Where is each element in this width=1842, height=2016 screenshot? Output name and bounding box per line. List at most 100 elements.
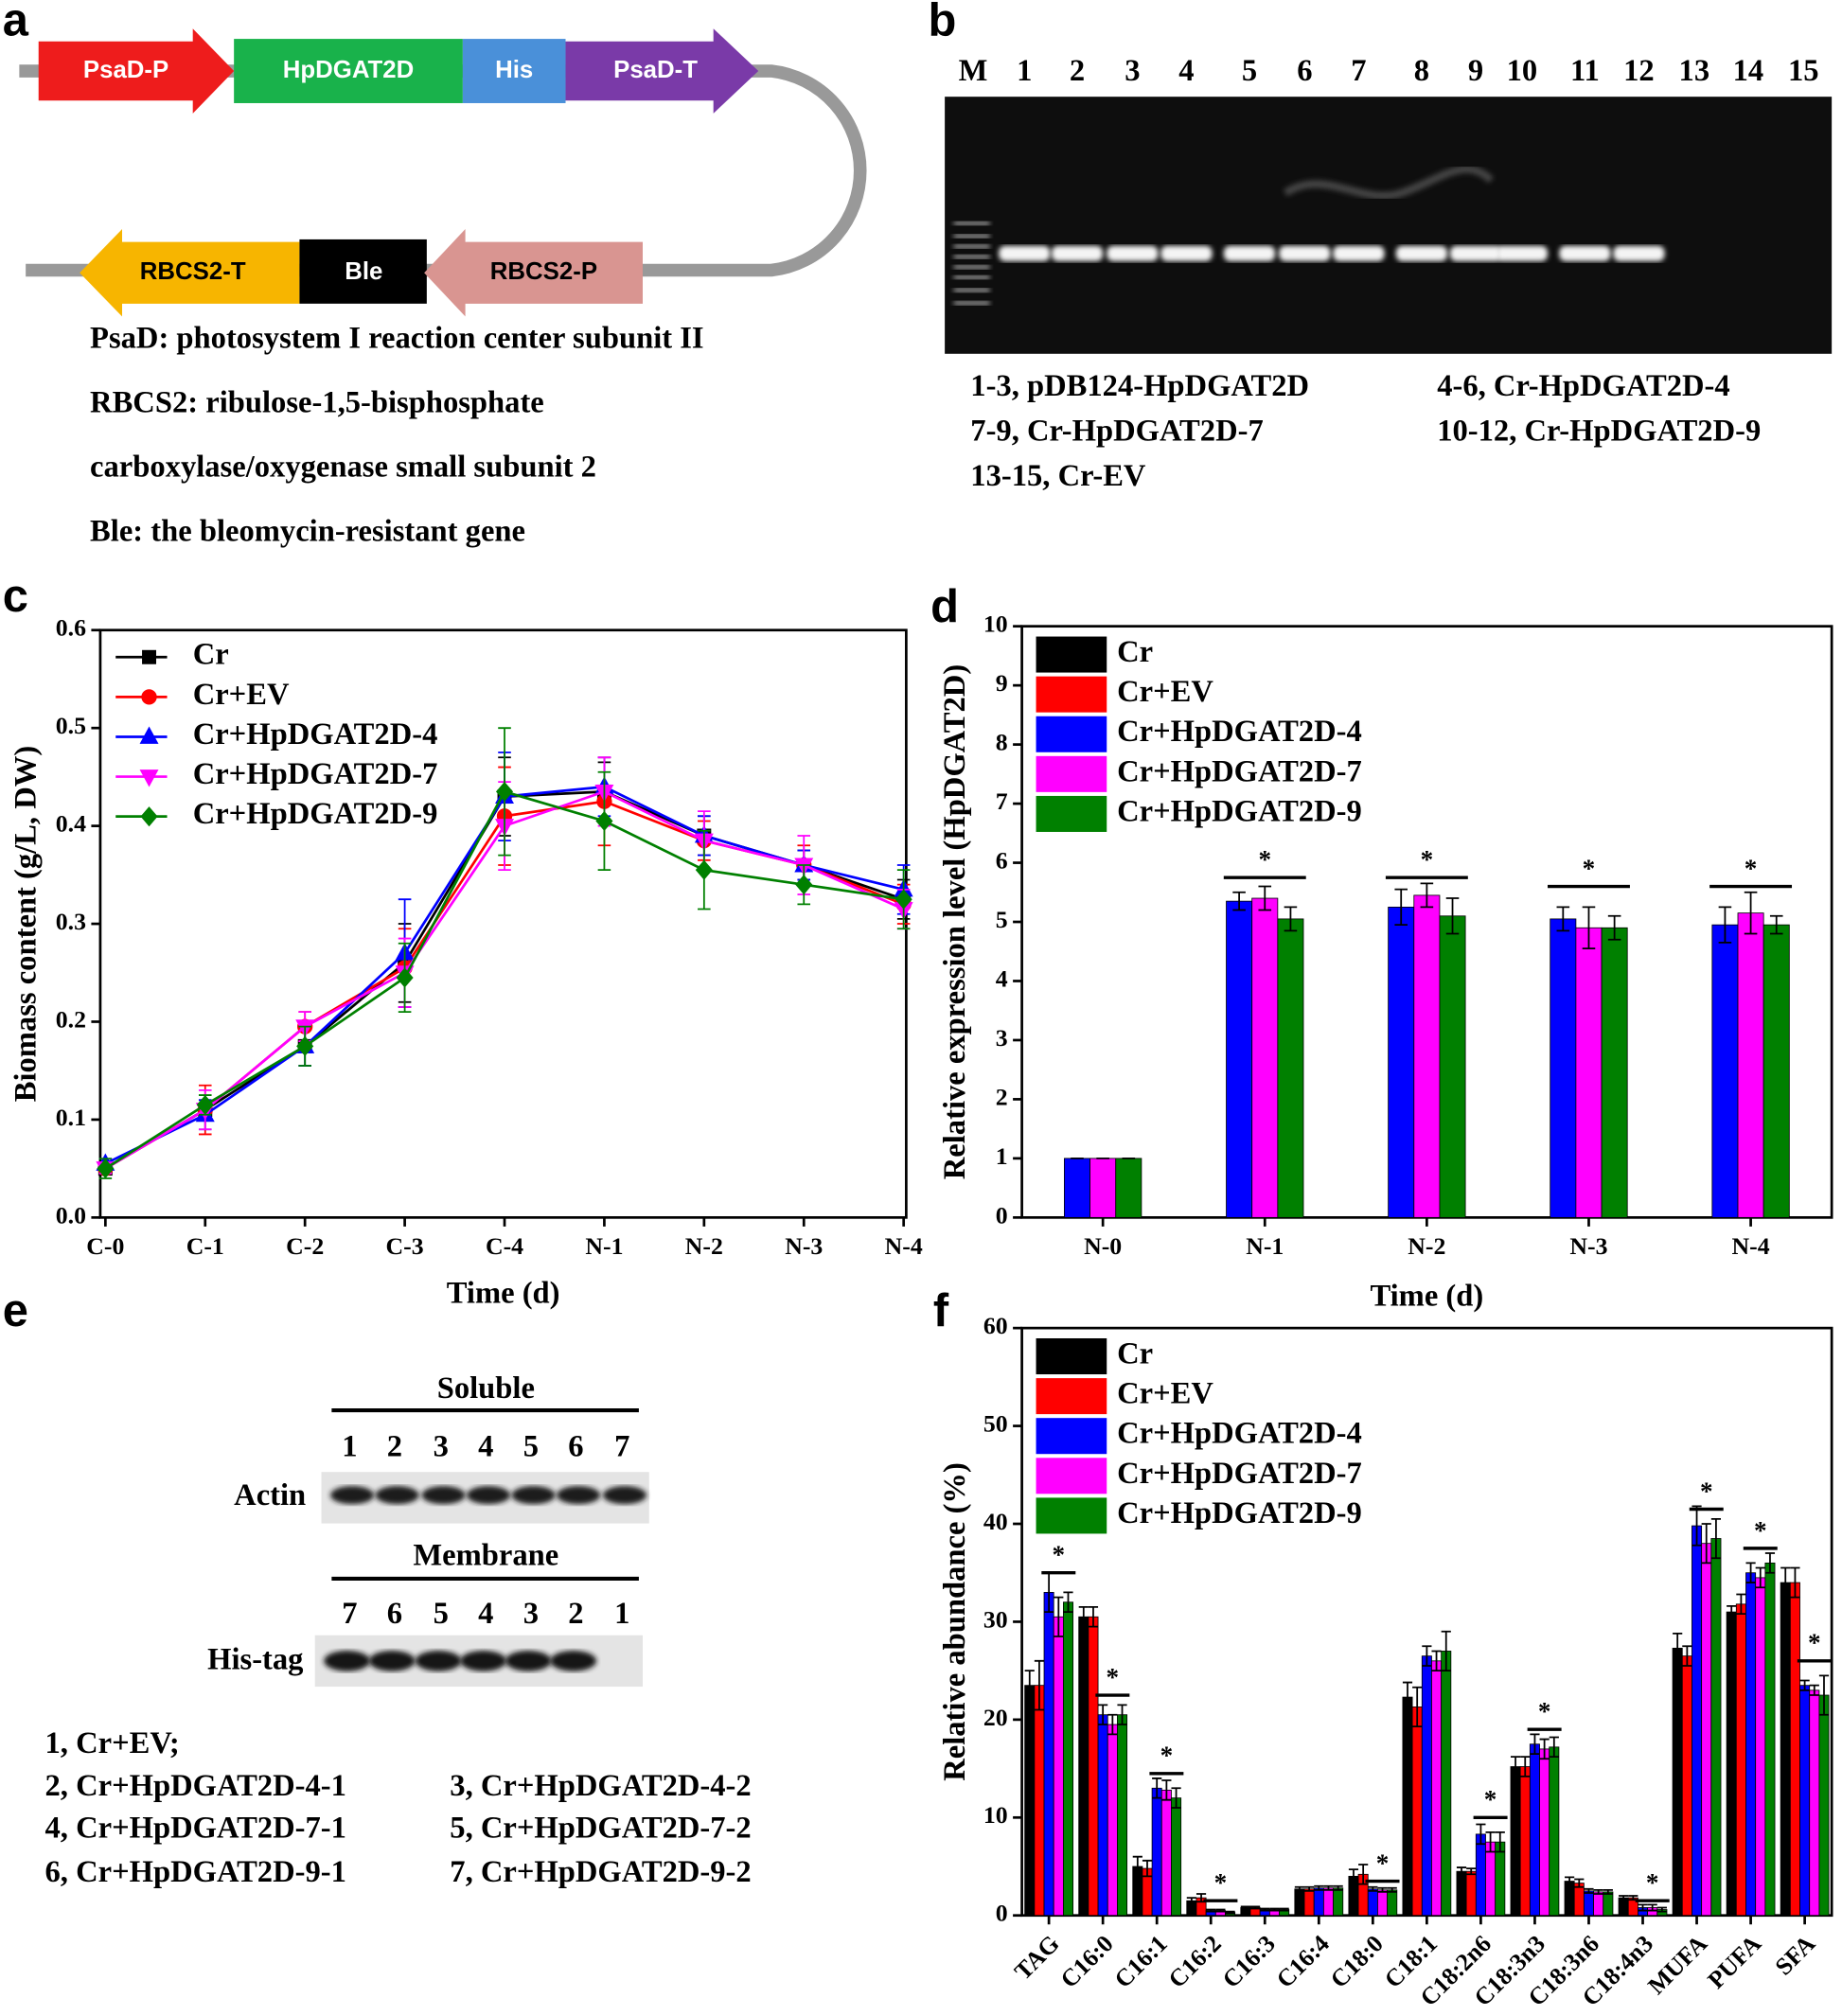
error-bar [1755,1566,1765,1589]
marker [139,769,159,787]
marker [595,810,613,831]
bar [1411,1707,1423,1917]
bar [1603,1891,1614,1917]
error-bar [1422,1645,1432,1667]
bar [1387,1889,1398,1917]
bar [1465,1870,1477,1917]
error-bar [1171,1787,1181,1809]
significance-label: * [1421,845,1434,874]
bar [1485,1841,1497,1917]
lane-label: 4 [478,1597,493,1631]
error-bar [1718,906,1732,944]
bar [1601,927,1628,1218]
bar [1809,1689,1820,1917]
blot-band [511,1486,556,1505]
ladder-band [953,255,990,259]
lane-label: 11 [1570,54,1600,88]
x-tick-label: N-2 [1408,1232,1445,1260]
gel-artifact [1283,165,1495,200]
panel-label: e [3,1285,28,1336]
bar [1573,1883,1585,1917]
x-axis-label: Time (d) [447,1277,560,1311]
error-bar [1394,888,1408,927]
x-tick-label: N-4 [885,1232,923,1260]
error-bar [1780,1566,1791,1599]
error-bar [1269,1907,1280,1912]
panel-label: c [3,571,28,622]
lane-label: 10 [1507,54,1538,88]
y-axis-label: Relative abundance (%) [938,1462,972,1781]
bar [1550,918,1577,1218]
bar [1097,1714,1108,1917]
error-bar [1161,1779,1172,1801]
y-tick-label: 0.2 [56,1005,86,1033]
marker [894,889,912,910]
bar [1043,1592,1054,1917]
lane-label: 7 [342,1597,357,1631]
bar [1226,900,1253,1218]
error-bar [1593,1888,1603,1895]
bar [1277,918,1304,1218]
bar [1764,1562,1776,1917]
gel-band [1559,245,1611,262]
y-tick-label: 1 [996,1142,1008,1170]
bar [1789,1582,1800,1917]
legend-swatch [1036,636,1107,673]
panel-label: b [928,0,956,46]
y-tick-label: 0.6 [56,614,86,642]
y-tick-label: 10 [983,610,1008,638]
error-bar [1294,1885,1305,1892]
gel-band [999,245,1051,262]
bar [1549,1746,1560,1917]
error-bar [1232,891,1246,911]
error-bar [1132,1855,1142,1878]
bar [1377,1889,1389,1917]
y-tick-label: 3 [996,1024,1008,1052]
significance-label: * [1538,1697,1551,1725]
bar [1529,1743,1540,1917]
gel-band [1223,245,1276,262]
error-bar [1691,1505,1702,1547]
bar [1818,1694,1830,1917]
gel-band [1613,245,1665,262]
x-tick-label: C16:2 [1163,1930,1227,1993]
bar [1711,924,1739,1218]
bar [1421,1655,1432,1917]
blot-band [505,1650,552,1671]
construct: PsaD-P HpDGAT2D His PsaD-T RBCS2-T Ble R… [19,28,867,548]
terminator-arrow [80,229,300,317]
significance-label: * [1484,1785,1497,1813]
gel-band [1333,245,1385,262]
error-bar [1727,1605,1737,1619]
error-bar [1510,1756,1521,1777]
error-bar [1412,1686,1423,1727]
lane-label: 9 [1468,54,1483,88]
y-tick-label: 0.1 [56,1104,86,1131]
lane-label: 5 [1242,54,1257,88]
gel: 1-3, pDB124-HpDGAT2D 4-6, Cr-HpDGAT2D-4 … [945,54,1833,493]
error-bar [1584,1887,1594,1894]
error-bar [1682,1645,1692,1667]
error-bar [1054,1596,1064,1637]
error-bar [1402,1681,1413,1713]
error-bar [1764,1552,1776,1574]
legend-label: Cr [1117,635,1153,669]
bar [1439,915,1466,1218]
error-bar [1377,1886,1388,1893]
significance-label: * [1745,854,1758,882]
x-axis-label: Time (d) [1370,1279,1483,1313]
blot-label: His-tag [207,1643,303,1677]
blot-legend: 5, Cr+HpDGAT2D-7-2 [450,1812,751,1846]
tag-box [462,39,566,103]
y-tick-label: 30 [983,1605,1008,1633]
error-bar [1574,1878,1585,1888]
bar [1593,1891,1604,1917]
bar [1583,1890,1594,1917]
bar [1115,1158,1142,1218]
x-tick-label: C18:0 [1325,1930,1389,1993]
blot-band [550,1650,597,1671]
bar [1431,1660,1443,1917]
error-bar [1582,906,1596,950]
bar [1313,1887,1324,1917]
ladder-band [953,301,990,306]
